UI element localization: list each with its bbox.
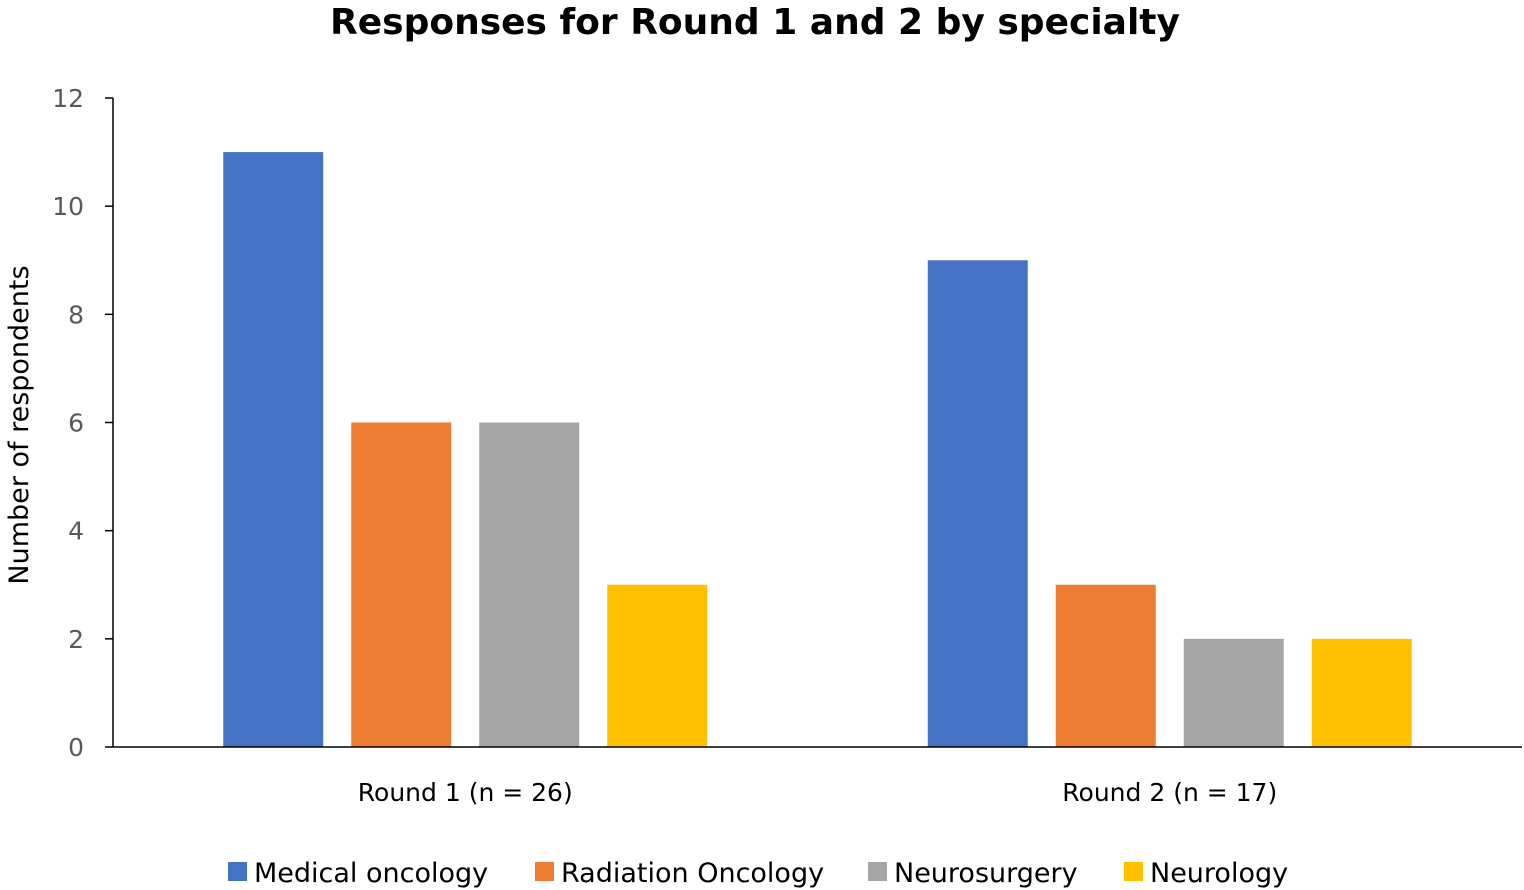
legend-label: Radiation Oncology	[561, 858, 824, 889]
y-tick-label: 6	[68, 409, 84, 438]
bar	[607, 584, 708, 747]
bar	[1311, 638, 1412, 747]
legend-label: Neurosurgery	[894, 858, 1078, 889]
legend-label: Medical oncology	[254, 858, 488, 889]
x-category-label: Round 2 (n = 17)	[1062, 778, 1277, 807]
bar	[479, 422, 580, 747]
y-tick-label: 0	[68, 733, 84, 762]
y-tick-label: 8	[68, 300, 84, 329]
y-tick-label: 10	[52, 192, 84, 221]
bar	[1183, 638, 1284, 747]
y-tick-label: 12	[52, 84, 84, 113]
bar	[223, 152, 324, 748]
bar	[1055, 584, 1156, 747]
chart-title: Responses for Round 1 and 2 by specialty	[330, 2, 1180, 43]
legend-swatch	[535, 862, 554, 881]
bar	[927, 260, 1028, 747]
y-tick-label: 2	[68, 625, 84, 654]
legend-swatch	[868, 862, 887, 881]
x-category-label: Round 1 (n = 26)	[358, 778, 573, 807]
legend-swatch	[1124, 862, 1143, 881]
bar	[351, 422, 452, 747]
plot-area: 0 2 4 6 8 10 12 Round 1 (n = 26) Round 2 (n = 17…	[52, 84, 1522, 807]
legend-label: Neurology	[1150, 858, 1288, 889]
legend-swatch	[228, 862, 247, 881]
y-axis-title: Number of respondents	[4, 265, 35, 584]
legend: Medical oncology Radiation Oncology Neuros…	[228, 858, 1288, 889]
y-tick-label: 4	[68, 517, 84, 546]
